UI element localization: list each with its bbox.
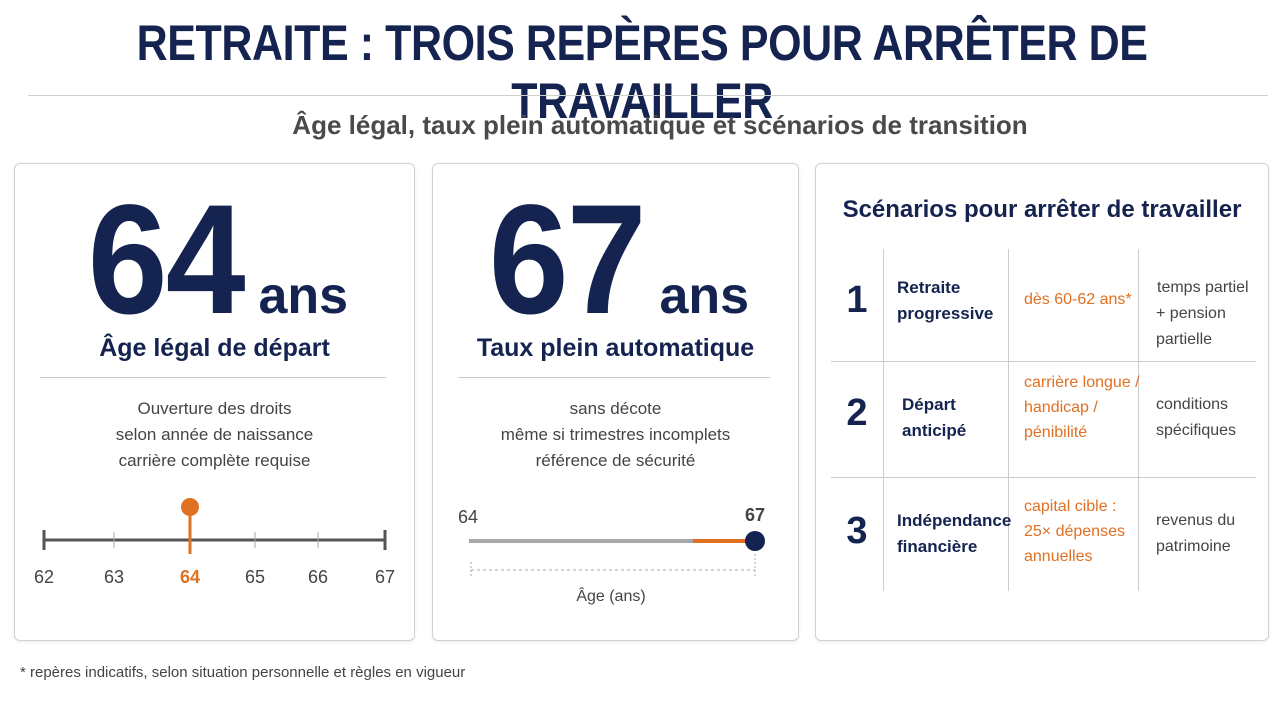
- scenario-row: 1 Retraite progressive dès 60-62 ans* te…: [831, 249, 1256, 361]
- result-line: + pension partielle: [1156, 305, 1226, 348]
- scenario-number: 1: [846, 279, 868, 321]
- condition-line: pénibilité: [1024, 424, 1088, 441]
- result-line: temps partiel: [1157, 279, 1249, 296]
- description-line: selon année de naissance: [115, 425, 314, 444]
- scenarios-table: 1 Retraite progressive dès 60-62 ans* te…: [831, 249, 1256, 591]
- result-line: spécifiques: [1156, 422, 1237, 439]
- scenarios-title: Scénarios pour arrêter de travailler: [842, 196, 1242, 223]
- tick-label: 63: [104, 567, 124, 587]
- description-line: même si trimestres incomplets: [500, 425, 731, 444]
- title-divider: [28, 95, 1268, 96]
- tick-label: 62: [34, 567, 54, 587]
- scenario-name: Retraite progressive: [897, 275, 1007, 327]
- condition-line: 25× dépenses: [1024, 523, 1125, 540]
- scenario-number: 2: [846, 392, 868, 434]
- legal-age-unit: ans: [258, 267, 349, 325]
- scenario-condition: dès 60-62 ans*: [1024, 287, 1142, 312]
- table-divider: [1138, 249, 1139, 591]
- footnote: * repères indicatifs, selon situation pe…: [20, 664, 466, 681]
- legal-age-description: Ouverture des droits selon année de nais…: [15, 396, 414, 474]
- result-line: conditions: [1156, 396, 1229, 413]
- description-line: sans décote: [569, 399, 662, 418]
- table-divider: [831, 361, 1256, 362]
- condition-line: carrière longue /: [1024, 374, 1140, 391]
- table-divider: [831, 477, 1256, 478]
- condition-line: annuelles: [1024, 548, 1093, 565]
- scenario-result: conditions spécifiques: [1156, 392, 1266, 444]
- legal-age-figure: 64 ans: [15, 182, 414, 338]
- legal-age-marker-dot: [181, 498, 199, 516]
- tick-label: 66: [308, 567, 328, 587]
- table-divider: [1008, 249, 1009, 591]
- scenario-result: revenus du patrimoine: [1156, 508, 1266, 560]
- full-rate-label: Taux plein automatique: [476, 334, 755, 362]
- full-rate-number: 67: [488, 173, 647, 347]
- tick-label-highlight: 64: [180, 567, 200, 587]
- scenario-number: 3: [846, 510, 868, 552]
- page-title: RETRAITE : TROIS REPÈRES POUR ARRÊTER DE…: [136, 15, 1148, 129]
- condition-line: capital cible :: [1024, 498, 1117, 515]
- scenario-result: temps partiel + pension partielle: [1156, 275, 1266, 353]
- full-rate-figure: 67 ans: [433, 182, 798, 338]
- scenario-name: Départ anticipé: [897, 392, 1007, 444]
- age-scale: 62 63 64 65 66 67: [34, 498, 395, 587]
- card-divider: [40, 377, 386, 378]
- scenario-name-line: anticipé: [902, 421, 967, 440]
- full-rate-description: sans décote même si trimestres incomplet…: [433, 396, 798, 474]
- full-rate-scale: 64 67 Âge (ans): [458, 505, 765, 605]
- card-divider: [458, 377, 770, 378]
- full-rate-unit: ans: [659, 267, 750, 325]
- tick-label: 67: [375, 567, 395, 587]
- scenarios-card: Scénarios pour arrêter de travailler 1 R…: [815, 163, 1269, 641]
- condition-line: dès 60-62 ans*: [1024, 291, 1132, 308]
- scenario-name-line: Indépendance: [897, 511, 1012, 530]
- full-rate-card: 67 ans Taux plein automatique sans décote…: [432, 163, 799, 641]
- scale-end-label: 67: [745, 505, 765, 525]
- scenario-row: 3 Indépendance financière capital cible …: [831, 478, 1256, 590]
- scenario-condition: carrière longue / handicap / pénibilité: [1024, 370, 1142, 445]
- legal-age-label: Âge légal de départ: [99, 334, 330, 362]
- scenario-name-line: financière: [897, 537, 978, 556]
- description-line: carrière complète requise: [118, 451, 311, 470]
- legal-age-number: 64: [87, 173, 246, 347]
- scenario-row: 2 Départ anticipé carrière longue / hand…: [831, 362, 1256, 474]
- condition-line: handicap /: [1024, 399, 1098, 416]
- description-line: référence de sécurité: [535, 451, 696, 470]
- scenario-name: Indépendance financière: [897, 508, 1012, 560]
- table-divider: [883, 249, 884, 591]
- tick-label: 65: [245, 567, 265, 587]
- result-line: patrimoine: [1156, 538, 1231, 555]
- scenario-condition: capital cible : 25× dépenses annuelles: [1024, 494, 1142, 569]
- scale-start-label: 64: [458, 507, 478, 527]
- scenario-name-line: Retraite: [897, 278, 961, 297]
- description-line: Ouverture des droits: [137, 399, 292, 418]
- page-subtitle: Âge légal, taux plein automatique et scé…: [292, 110, 1028, 140]
- result-line: revenus du: [1156, 512, 1236, 529]
- axis-label: Âge (ans): [576, 586, 645, 605]
- full-rate-dot: [745, 531, 765, 551]
- legal-age-card: 64 ans Âge légal de départ Ouverture des …: [14, 163, 415, 641]
- scenario-name-line: Départ: [902, 395, 956, 414]
- scenario-name-line: progressive: [897, 304, 994, 323]
